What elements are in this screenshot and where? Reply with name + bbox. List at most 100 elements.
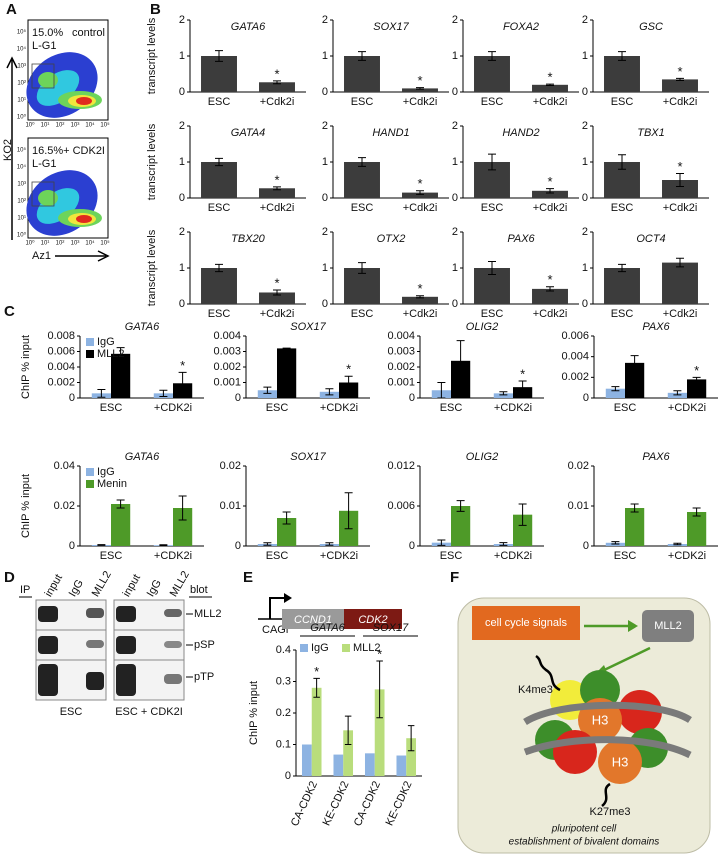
chart-title: PAX6 xyxy=(507,233,535,245)
x-tick-label: +CDK2i xyxy=(494,402,532,414)
y-tick-label: 0 xyxy=(69,540,75,552)
x-tick-label: ESC xyxy=(614,402,637,414)
bar xyxy=(687,512,707,546)
y-tick-label: 10⁵ xyxy=(17,147,27,154)
error-bar xyxy=(518,503,527,526)
blot-panel: IP input IgG MLL2 input IgG MLL2 blot MLL2 pS… xyxy=(19,569,222,718)
significance: * xyxy=(314,664,319,679)
y-axis-label: ChIP % input xyxy=(248,681,260,745)
bar xyxy=(402,192,438,198)
x-tick-label: ESC xyxy=(440,550,463,562)
chart-title: SOX17 xyxy=(290,451,326,463)
x-tick-label: +Cdk2i xyxy=(533,308,568,320)
x-tick-label: +Cdk2i xyxy=(403,96,438,108)
significance: * xyxy=(346,362,351,377)
caption: pluripotent cell xyxy=(551,824,617,835)
condition: control xyxy=(72,27,105,39)
chart-title: FOXA2 xyxy=(503,21,539,33)
legend-label: MLL2 xyxy=(353,642,381,654)
y-tick-label: 0.04 xyxy=(54,460,75,472)
error-bar xyxy=(178,495,187,521)
flow-plot: 15.0% L-G1 control xyxy=(26,19,109,121)
chart-title: GATA6 xyxy=(125,321,160,333)
y-tick-label: 10⁰ xyxy=(17,232,27,239)
x-tick-label: 10⁴ xyxy=(85,240,95,247)
chart-title: OLIG2 xyxy=(466,321,498,333)
construct: CAGi CCND1 CDK2 xyxy=(258,593,402,636)
y-tick-label: 0.02 xyxy=(220,460,241,472)
x-tick-label: ESC xyxy=(611,308,634,320)
legend-label: MLL2 xyxy=(97,348,125,360)
y-tick-label: 0.02 xyxy=(54,500,75,512)
error-bar xyxy=(263,542,272,546)
bar xyxy=(396,755,407,776)
legend-label: Menin xyxy=(97,478,127,490)
error-bar xyxy=(344,375,353,390)
y-tick-label: 0.003 xyxy=(387,345,415,357)
chart-title: GATA6 xyxy=(125,451,160,463)
significance: * xyxy=(274,66,279,81)
y-tick-label: 10⁴ xyxy=(17,164,27,171)
y-tick-label: 1 xyxy=(452,262,458,274)
gate-percent: 15.0% xyxy=(32,27,63,39)
error-bar xyxy=(416,87,424,90)
condition: ESC xyxy=(60,706,83,718)
bar xyxy=(604,268,640,304)
y-tick-label: 0.004 xyxy=(561,351,589,363)
x-tick-label: +Cdk2i xyxy=(663,202,698,214)
y-tick-label: 1 xyxy=(179,156,185,168)
significance: * xyxy=(547,272,552,287)
bar xyxy=(333,754,344,776)
chart-title: TBX20 xyxy=(231,233,266,245)
y-tick-label: 0.001 xyxy=(387,376,415,388)
error-bar xyxy=(263,386,272,394)
bar xyxy=(111,504,131,546)
error-bar xyxy=(282,511,291,525)
error-bar xyxy=(488,51,496,61)
bar xyxy=(605,388,625,398)
condition: ESC + CDK2I xyxy=(115,706,183,718)
error-bar xyxy=(546,83,554,87)
group-label: GATA6 xyxy=(310,622,345,634)
x-tick-label: +Cdk2i xyxy=(403,202,438,214)
gene: CDK2 xyxy=(358,614,387,626)
bar xyxy=(259,292,295,304)
bar xyxy=(344,162,380,198)
significance: * xyxy=(547,70,552,85)
legend-label: IgG xyxy=(97,336,115,348)
chart-title: TBX1 xyxy=(637,127,665,139)
x-tick-label: +CDK2i xyxy=(668,550,706,562)
legend-label: IgG xyxy=(311,642,329,654)
bar xyxy=(667,392,687,398)
x-tick-label: ESC xyxy=(351,202,374,214)
y-tick-label: 0 xyxy=(235,392,241,404)
bar xyxy=(301,744,312,776)
bar xyxy=(532,288,568,304)
error-bar xyxy=(488,153,496,171)
x-tick-label: ESC xyxy=(266,550,289,562)
legend-swatch xyxy=(342,644,350,652)
significance: * xyxy=(677,159,682,174)
y-axis-label: ChIP % input xyxy=(20,474,32,538)
y-tick-label: 0 xyxy=(322,192,328,204)
group-label: SOX17 xyxy=(373,622,409,634)
blot-name: pSP xyxy=(194,639,215,651)
error-bar xyxy=(692,376,701,382)
y-tick-label: 0 xyxy=(583,540,589,552)
y-tick-label: 0.1 xyxy=(276,738,291,750)
y-tick-label: 2 xyxy=(179,120,185,132)
error-bar xyxy=(325,388,334,396)
bar xyxy=(451,506,471,546)
x-tick-label: +CDK2i xyxy=(494,550,532,562)
gene: CCND1 xyxy=(294,614,332,626)
x-tick-label: +CDK2i xyxy=(668,402,706,414)
bar xyxy=(259,188,295,198)
bar xyxy=(625,508,645,546)
y-tick-label: 0 xyxy=(69,392,75,404)
error-bar xyxy=(215,50,223,62)
error-bar xyxy=(159,544,168,547)
bar xyxy=(277,518,297,546)
x-tick-label: 10² xyxy=(56,123,65,129)
legend-swatch xyxy=(86,338,94,346)
bar xyxy=(402,296,438,304)
